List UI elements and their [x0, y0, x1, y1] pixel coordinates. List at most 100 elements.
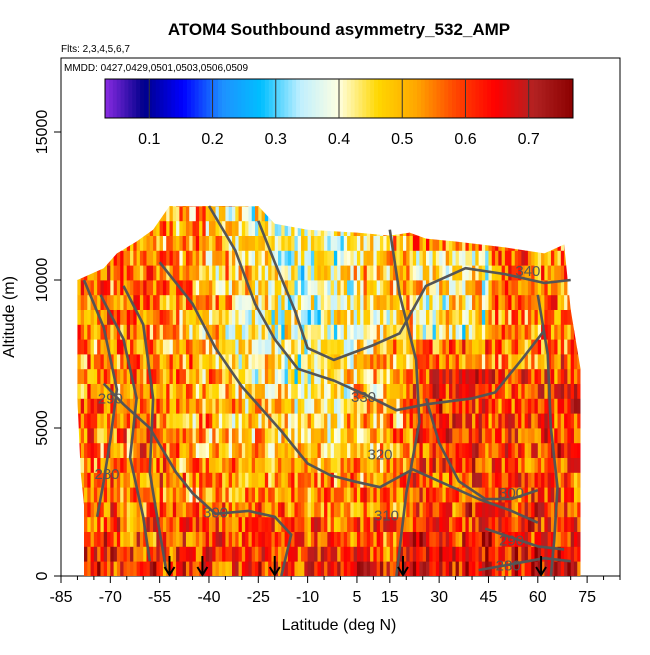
heatmap-cell [406, 516, 410, 532]
heatmap-cell [564, 561, 568, 576]
profile-marker-head [397, 566, 409, 577]
heatmap-cell [169, 206, 174, 222]
heatmap-cell [445, 324, 450, 340]
heatmap-cell [172, 250, 177, 266]
heatmap-cell [271, 487, 276, 503]
heatmap-cell [514, 561, 519, 576]
heatmap-cell [278, 457, 282, 473]
heatmap-cell [222, 413, 226, 429]
heatmap-cell [245, 235, 249, 251]
heatmap-cell [258, 502, 262, 518]
heatmap-cell [97, 383, 101, 399]
colorbar-segment [479, 79, 484, 118]
heatmap-cell [560, 250, 565, 266]
heatmap-cell [491, 368, 496, 384]
heatmap-cell [297, 235, 302, 251]
heatmap-cell [291, 265, 295, 281]
heatmap-cell [527, 442, 532, 458]
heatmap-cell [353, 428, 358, 444]
heatmap-cell [222, 265, 226, 281]
heatmap-cell [199, 487, 203, 503]
heatmap-cell [245, 413, 249, 429]
heatmap-cell [110, 516, 115, 532]
heatmap-cell [511, 413, 516, 429]
heatmap-cell [363, 428, 368, 444]
heatmap-cell [238, 457, 243, 473]
heatmap-cell [557, 398, 562, 414]
heatmap-cell [370, 442, 374, 458]
heatmap-cell [103, 354, 108, 370]
heatmap-cell [373, 502, 378, 518]
heatmap-cell [172, 294, 177, 310]
heatmap-cell [573, 354, 578, 370]
heatmap-cell [416, 309, 420, 325]
heatmap-cell [347, 280, 351, 296]
heatmap-cell [80, 324, 85, 340]
heatmap-cell [370, 516, 374, 532]
heatmap-cell [261, 413, 266, 429]
heatmap-cell [389, 324, 394, 340]
heatmap-cell [445, 339, 450, 355]
heatmap-cell [416, 561, 420, 576]
heatmap-cell [363, 280, 368, 296]
heatmap-cell [409, 472, 414, 488]
heatmap-cell [419, 368, 424, 384]
heatmap-cell [439, 428, 443, 444]
heatmap-cell [468, 324, 473, 340]
heatmap-cell [281, 339, 285, 355]
heatmap-cell [518, 294, 522, 310]
heatmap-cell [255, 398, 259, 414]
heatmap-cell [189, 516, 193, 532]
heatmap-cell [107, 383, 111, 399]
heatmap-cell [564, 487, 568, 503]
heatmap-cell [182, 368, 187, 384]
heatmap-cell [547, 309, 552, 325]
heatmap-cell [541, 383, 545, 399]
heatmap-cell [185, 457, 190, 473]
heatmap-cell [402, 531, 407, 547]
heatmap-cell [478, 531, 483, 547]
heatmap-cell [159, 383, 164, 399]
heatmap-cell [360, 265, 364, 281]
heatmap-cell [172, 457, 177, 473]
heatmap-cell [498, 324, 503, 340]
colorbar-segment [175, 79, 180, 118]
heatmap-cell [393, 502, 397, 518]
heatmap-cell [422, 250, 427, 266]
heatmap-cell [255, 339, 259, 355]
heatmap-cell [84, 442, 88, 458]
heatmap-cell [133, 354, 138, 370]
heatmap-cell [149, 324, 154, 340]
heatmap-cell [93, 354, 98, 370]
heatmap-cell [445, 442, 450, 458]
heatmap-cell [307, 516, 312, 532]
heatmap-cell [333, 368, 338, 384]
heatmap-cell [541, 354, 545, 370]
heatmap-cell [340, 324, 345, 340]
heatmap-cell [225, 206, 230, 207]
heatmap-cell [90, 354, 95, 370]
heatmap-cell [271, 561, 276, 576]
heatmap-cell [212, 206, 216, 207]
heatmap-cell [527, 339, 532, 355]
heatmap-cell [195, 220, 200, 236]
heatmap-cell [320, 472, 325, 488]
heatmap-cell [396, 413, 401, 429]
heatmap-cell [521, 309, 526, 325]
heatmap-cell [577, 457, 581, 473]
heatmap-cell [136, 561, 141, 576]
heatmap-cell [360, 546, 364, 562]
heatmap-cell [241, 250, 246, 266]
heatmap-cell [350, 354, 355, 370]
heatmap-cell [258, 324, 262, 340]
heatmap-cell [241, 235, 246, 251]
x-tick-label: -10 [296, 589, 319, 606]
heatmap-cell [386, 294, 391, 310]
heatmap-cell [228, 324, 233, 340]
colorbar-segment [163, 79, 168, 118]
heatmap-cell [317, 294, 322, 310]
heatmap-cell [225, 487, 230, 503]
colorbar-segment [370, 79, 375, 118]
heatmap-cell [235, 472, 239, 488]
heatmap-cell [347, 368, 351, 384]
